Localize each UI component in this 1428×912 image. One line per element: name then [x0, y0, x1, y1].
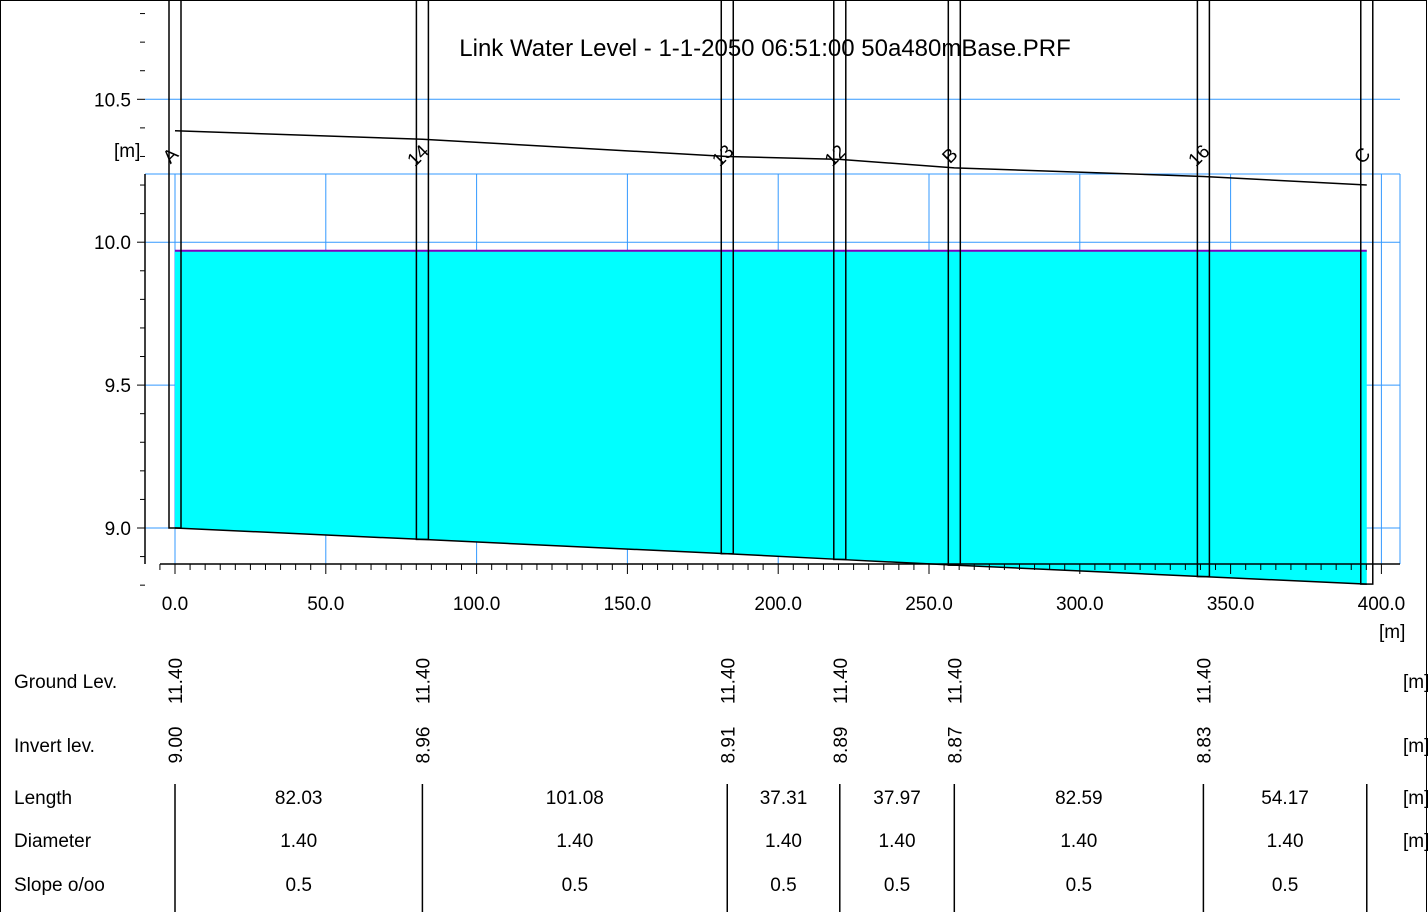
link-slope-value: 0.5 [884, 875, 910, 896]
x-tick-label: 400.0 [1358, 594, 1406, 615]
link-diameter-value: 1.40 [556, 831, 593, 852]
link-slope-value: 0.5 [1272, 875, 1298, 896]
invert-level-value: 8.83 [1194, 727, 1215, 764]
manhole-12 [833, 0, 847, 561]
y-tick-label: 9.0 [105, 519, 131, 540]
node-label: B [939, 144, 963, 168]
x-tick-label: 100.0 [453, 594, 501, 615]
node-label: C [1351, 144, 1376, 169]
link-diameter-value: 1.40 [1267, 831, 1304, 852]
row-label-invert: Invert lev. [14, 736, 95, 757]
manhole-A [168, 0, 182, 529]
ground-level-value: 11.40 [1194, 658, 1215, 704]
ground-level-value: 11.40 [831, 658, 852, 704]
x-tick-label: 350.0 [1207, 594, 1255, 615]
y-axis-unit: [m] [114, 141, 140, 162]
link-length-value: 54.17 [1261, 788, 1309, 809]
link-diameter-value: 1.40 [765, 831, 802, 852]
x-axis-unit: [m] [1379, 622, 1405, 643]
node-label-layer: A 14 13 12 B 16 C [159, 141, 1375, 171]
x-tick-label: 0.0 [162, 594, 188, 615]
invert-level-value: 8.91 [718, 727, 739, 764]
invert-level-value: 9.00 [166, 727, 187, 764]
manhole-layer [168, 0, 1374, 585]
link-diameter-value: 1.40 [879, 831, 916, 852]
y-tick-label: 9.5 [105, 376, 131, 397]
data-table: Ground Lev. [m] Invert lev. [m] Length [m] Dia… [14, 658, 1428, 912]
row-unit-invert: [m] [1403, 736, 1428, 757]
link-length-value: 37.97 [873, 788, 921, 809]
link-slope-value: 0.5 [770, 875, 796, 896]
y-tick-label: 10.0 [94, 233, 131, 254]
manhole-13 [720, 0, 735, 555]
manhole-C [1360, 0, 1374, 585]
ground-level-value: 11.40 [166, 658, 187, 704]
x-tick-label: 250.0 [905, 594, 953, 615]
row-label-ground: Ground Lev. [14, 672, 117, 693]
row-unit-length: [m] [1403, 788, 1428, 809]
link-length-value: 101.08 [546, 788, 604, 809]
link-slope-value: 0.5 [1066, 875, 1092, 896]
y-tick-label: 10.5 [94, 90, 131, 111]
x-tick-label: 300.0 [1056, 594, 1104, 615]
manhole-16 [1196, 0, 1211, 578]
link-slope-value: 0.5 [285, 875, 311, 896]
filled-area-layer [175, 250, 1367, 585]
row-label-length: Length [14, 788, 72, 809]
link-length-value: 37.31 [760, 788, 808, 809]
link-length-value: 82.59 [1055, 788, 1103, 809]
link-length-value: 82.03 [275, 788, 323, 809]
row-label-diameter: Diameter [14, 831, 92, 852]
ground-level-value: 11.40 [945, 658, 966, 704]
manhole-B [947, 0, 962, 566]
row-label-slope: Slope o/oo [14, 875, 105, 896]
row-unit-diameter: [m] [1403, 831, 1428, 852]
manhole-14 [415, 0, 430, 541]
filled-area [175, 250, 1367, 585]
ground-level-value: 11.40 [718, 658, 739, 704]
ground-level-value: 11.40 [413, 658, 434, 704]
chart-title: Link Water Level - 1-1-2050 06:51:00 50a… [459, 35, 1070, 62]
x-tick-label: 50.0 [307, 594, 344, 615]
x-tick-label: 200.0 [754, 594, 802, 615]
row-unit-ground: [m] [1403, 672, 1428, 693]
axis-layer: 9.09.510.010.511.00.050.0100.0150.0200.0… [94, 13, 1406, 615]
link-slope-value: 0.5 [562, 875, 588, 896]
x-tick-label: 150.0 [604, 594, 652, 615]
node-label: 14 [404, 141, 434, 171]
node-label: A [159, 144, 183, 168]
invert-level-value: 8.96 [413, 727, 434, 764]
invert-level-value: 8.87 [945, 727, 966, 764]
link-diameter-value: 1.40 [280, 831, 317, 852]
water-level-line [174, 129, 1367, 186]
link-diameter-value: 1.40 [1060, 831, 1097, 852]
invert-level-value: 8.89 [831, 727, 852, 764]
